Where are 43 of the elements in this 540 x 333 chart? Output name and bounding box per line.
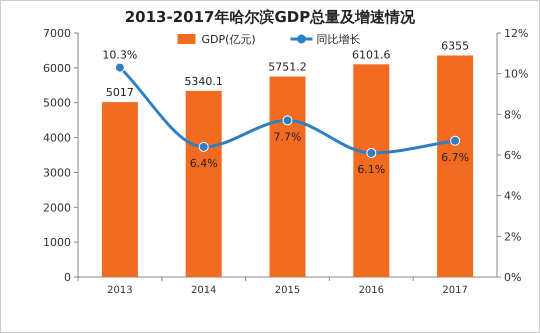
point xyxy=(114,62,125,73)
data-label: 6.7% xyxy=(441,150,470,164)
x-tick-label: 2016 xyxy=(358,285,384,296)
y2-tick-label: 2% xyxy=(504,230,522,244)
x-tick-label: 2015 xyxy=(274,285,300,296)
y-tick-label: 1000 xyxy=(43,236,71,250)
bar xyxy=(186,90,222,277)
y2-tick-label: 6% xyxy=(504,149,522,162)
point xyxy=(366,148,376,158)
point xyxy=(450,136,460,146)
data-label: 6355 xyxy=(441,39,470,52)
chart-title: 2013-2017年哈尔滨GDP总量及增速情况 xyxy=(124,8,416,26)
data-label: 10.3% xyxy=(102,48,138,62)
data-label: 6101.6 xyxy=(352,48,391,62)
y-tick-label: 6000 xyxy=(43,62,71,75)
bar xyxy=(102,102,138,277)
y-tick-label: 0 xyxy=(64,271,71,284)
y-tick-label: 7000 xyxy=(43,27,71,40)
y2-tick-label: 4% xyxy=(504,190,522,203)
bar xyxy=(437,55,474,277)
data-label: 6.4% xyxy=(190,156,218,170)
x-tick-label: 2017 xyxy=(442,285,468,296)
legend-label: GDP(亿元) xyxy=(202,33,256,46)
y-tick-label: 4000 xyxy=(43,132,71,145)
y2-tick-label: 8% xyxy=(504,108,522,122)
y2-tick-label: 12% xyxy=(504,27,528,40)
data-label: 7.7% xyxy=(274,130,302,144)
bar xyxy=(353,64,390,277)
legend-label: 同比增长 xyxy=(316,33,360,46)
y-tick-label: 3000 xyxy=(43,166,71,180)
y2-tick-label: 10% xyxy=(504,68,528,81)
y-tick-label: 2000 xyxy=(43,201,71,214)
x-tick-label: 2013 xyxy=(107,285,133,296)
point xyxy=(198,142,209,152)
data-label: 5751.2 xyxy=(268,60,307,74)
data-label: 5017 xyxy=(106,86,134,100)
x-tick-label: 2014 xyxy=(190,285,216,296)
bar xyxy=(270,76,306,277)
y2-tick-label: 0% xyxy=(504,271,522,284)
y-tick-label: 5000 xyxy=(43,96,71,110)
point xyxy=(282,115,292,126)
data-label: 6.1% xyxy=(357,162,386,176)
data-label: 5340.1 xyxy=(184,74,223,88)
